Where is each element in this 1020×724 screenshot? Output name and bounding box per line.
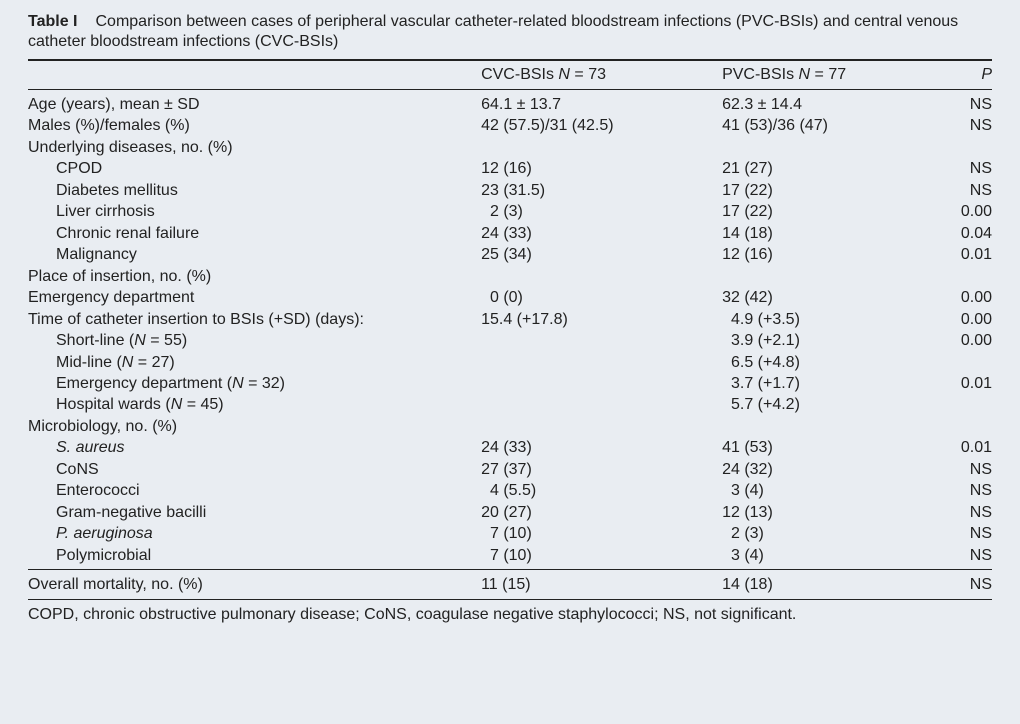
table-row: Time of catheter insertion to BSIs (+SD)… <box>28 309 992 330</box>
table-row: P. aeruginosa 7 (10) 2 (3) NS <box>28 524 992 545</box>
table-row: Gram-negative bacilli 20 (27) 12 (13) NS <box>28 502 992 523</box>
table-footnote: COPD, chronic obstructive pulmonary dise… <box>28 604 992 625</box>
table-row: Chronic renal failure 24 (33) 14 (18) 0.… <box>28 223 992 244</box>
table-caption-text: Comparison between cases of peripheral v… <box>28 13 958 50</box>
section-header: Underlying diseases, no. (%) <box>28 137 992 158</box>
section-header: Place of insertion, no. (%) <box>28 266 992 287</box>
table-row: CPOD 12 (16) 21 (27) NS <box>28 159 992 180</box>
table-row: Emergency department (N = 32) 3.7 (+1.7)… <box>28 374 992 395</box>
col-pvc: PVC-BSIs N = 77 <box>722 65 915 86</box>
table-row: Diabetes mellitus 23 (31.5) 17 (22) NS <box>28 180 992 201</box>
col-cvc: CVC-BSIs N = 73 <box>481 65 722 86</box>
table-row: Polymicrobial 7 (10) 3 (4) NS <box>28 545 992 566</box>
table-row: Age (years), mean ± SD 64.1 ± 13.7 62.3 … <box>28 94 992 115</box>
table-row: Enterococci 4 (5.5) 3 (4) NS <box>28 481 992 502</box>
table-caption: Table IComparison between cases of perip… <box>28 12 992 53</box>
rule-mid <box>28 569 992 570</box>
table-row: S. aureus 24 (33) 41 (53) 0.01 <box>28 438 992 459</box>
table-row: Hospital wards (N = 45) 5.7 (+4.2) <box>28 395 992 416</box>
table-row: Overall mortality, no. (%) 11 (15) 14 (1… <box>28 575 992 596</box>
table-row: Malignancy 25 (34) 12 (16) 0.01 <box>28 245 992 266</box>
comparison-table: CVC-BSIs N = 73 PVC-BSIs N = 77 P Age (y… <box>28 65 992 626</box>
table-figure: Table IComparison between cases of perip… <box>0 0 1020 724</box>
rule-head <box>28 89 992 90</box>
table-header-row: CVC-BSIs N = 73 PVC-BSIs N = 77 P <box>28 65 992 86</box>
table-footnote-row: COPD, chronic obstructive pulmonary dise… <box>28 604 992 625</box>
table-row: Short-line (N = 55) 3.9 (+2.1) 0.00 <box>28 331 992 352</box>
section-header: Microbiology, no. (%) <box>28 416 992 437</box>
rule-bottom <box>28 599 992 600</box>
table-row: Mid-line (N = 27) 6.5 (+4.8) <box>28 352 992 373</box>
table-row: Emergency department 0 (0) 32 (42) 0.00 <box>28 288 992 309</box>
col-p: P <box>915 65 992 86</box>
table-row: Liver cirrhosis 2 (3) 17 (22) 0.00 <box>28 202 992 223</box>
table-row: CoNS 27 (37) 24 (32) NS <box>28 459 992 480</box>
rule-top <box>28 59 992 61</box>
table-row: Males (%)/females (%) 42 (57.5)/31 (42.5… <box>28 116 992 137</box>
table-label: Table I <box>28 13 78 30</box>
